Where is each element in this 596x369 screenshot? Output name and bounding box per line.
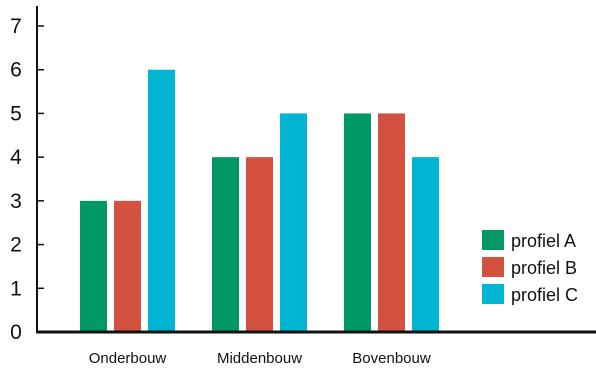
y-axis-ticks: 0 1 2 3 4 5 6 7 bbox=[10, 15, 44, 344]
bar-profiel-a-middenbouw bbox=[212, 157, 239, 332]
bar-profiel-b-bovenbouw bbox=[378, 113, 405, 332]
y-tick-label: 2 bbox=[10, 234, 22, 257]
bar-profiel-a-onderbouw bbox=[80, 200, 107, 332]
y-tick-label: 4 bbox=[10, 146, 22, 169]
legend-item: profiel B bbox=[482, 257, 577, 278]
y-tick-label: 5 bbox=[10, 102, 22, 125]
legend-label: profiel C bbox=[511, 285, 578, 305]
bar-profiel-c-middenbouw bbox=[280, 113, 307, 332]
bar-profiel-b-middenbouw bbox=[246, 157, 273, 332]
y-tick-label: 0 bbox=[10, 321, 22, 344]
bar-profiel-b-onderbouw bbox=[114, 200, 141, 332]
legend-item: profiel C bbox=[482, 284, 578, 305]
bar-profiel-c-onderbouw bbox=[148, 69, 175, 332]
legend-label: profiel B bbox=[511, 258, 577, 278]
x-tick-label: Middenbouw bbox=[217, 350, 302, 367]
legend-label: profiel A bbox=[511, 231, 576, 251]
bars bbox=[80, 69, 439, 332]
bar-profiel-a-bovenbouw bbox=[344, 113, 371, 332]
y-tick-label: 7 bbox=[10, 15, 22, 38]
x-tick-label: Onderbouw bbox=[89, 350, 167, 367]
y-tick-label: 3 bbox=[10, 190, 22, 213]
legend-swatch bbox=[482, 230, 504, 250]
y-tick-label: 1 bbox=[10, 277, 22, 300]
legend-swatch bbox=[482, 284, 504, 304]
legend-swatch bbox=[482, 257, 504, 277]
legend-item: profiel A bbox=[482, 230, 576, 251]
x-tick-label: Bovenbouw bbox=[352, 350, 431, 367]
legend: profiel A profiel B profiel C bbox=[482, 230, 578, 305]
y-tick-label: 6 bbox=[10, 59, 22, 82]
x-axis-ticks: Onderbouw Middenbouw Bovenbouw bbox=[89, 350, 431, 367]
bar-profiel-c-bovenbouw bbox=[412, 157, 439, 332]
